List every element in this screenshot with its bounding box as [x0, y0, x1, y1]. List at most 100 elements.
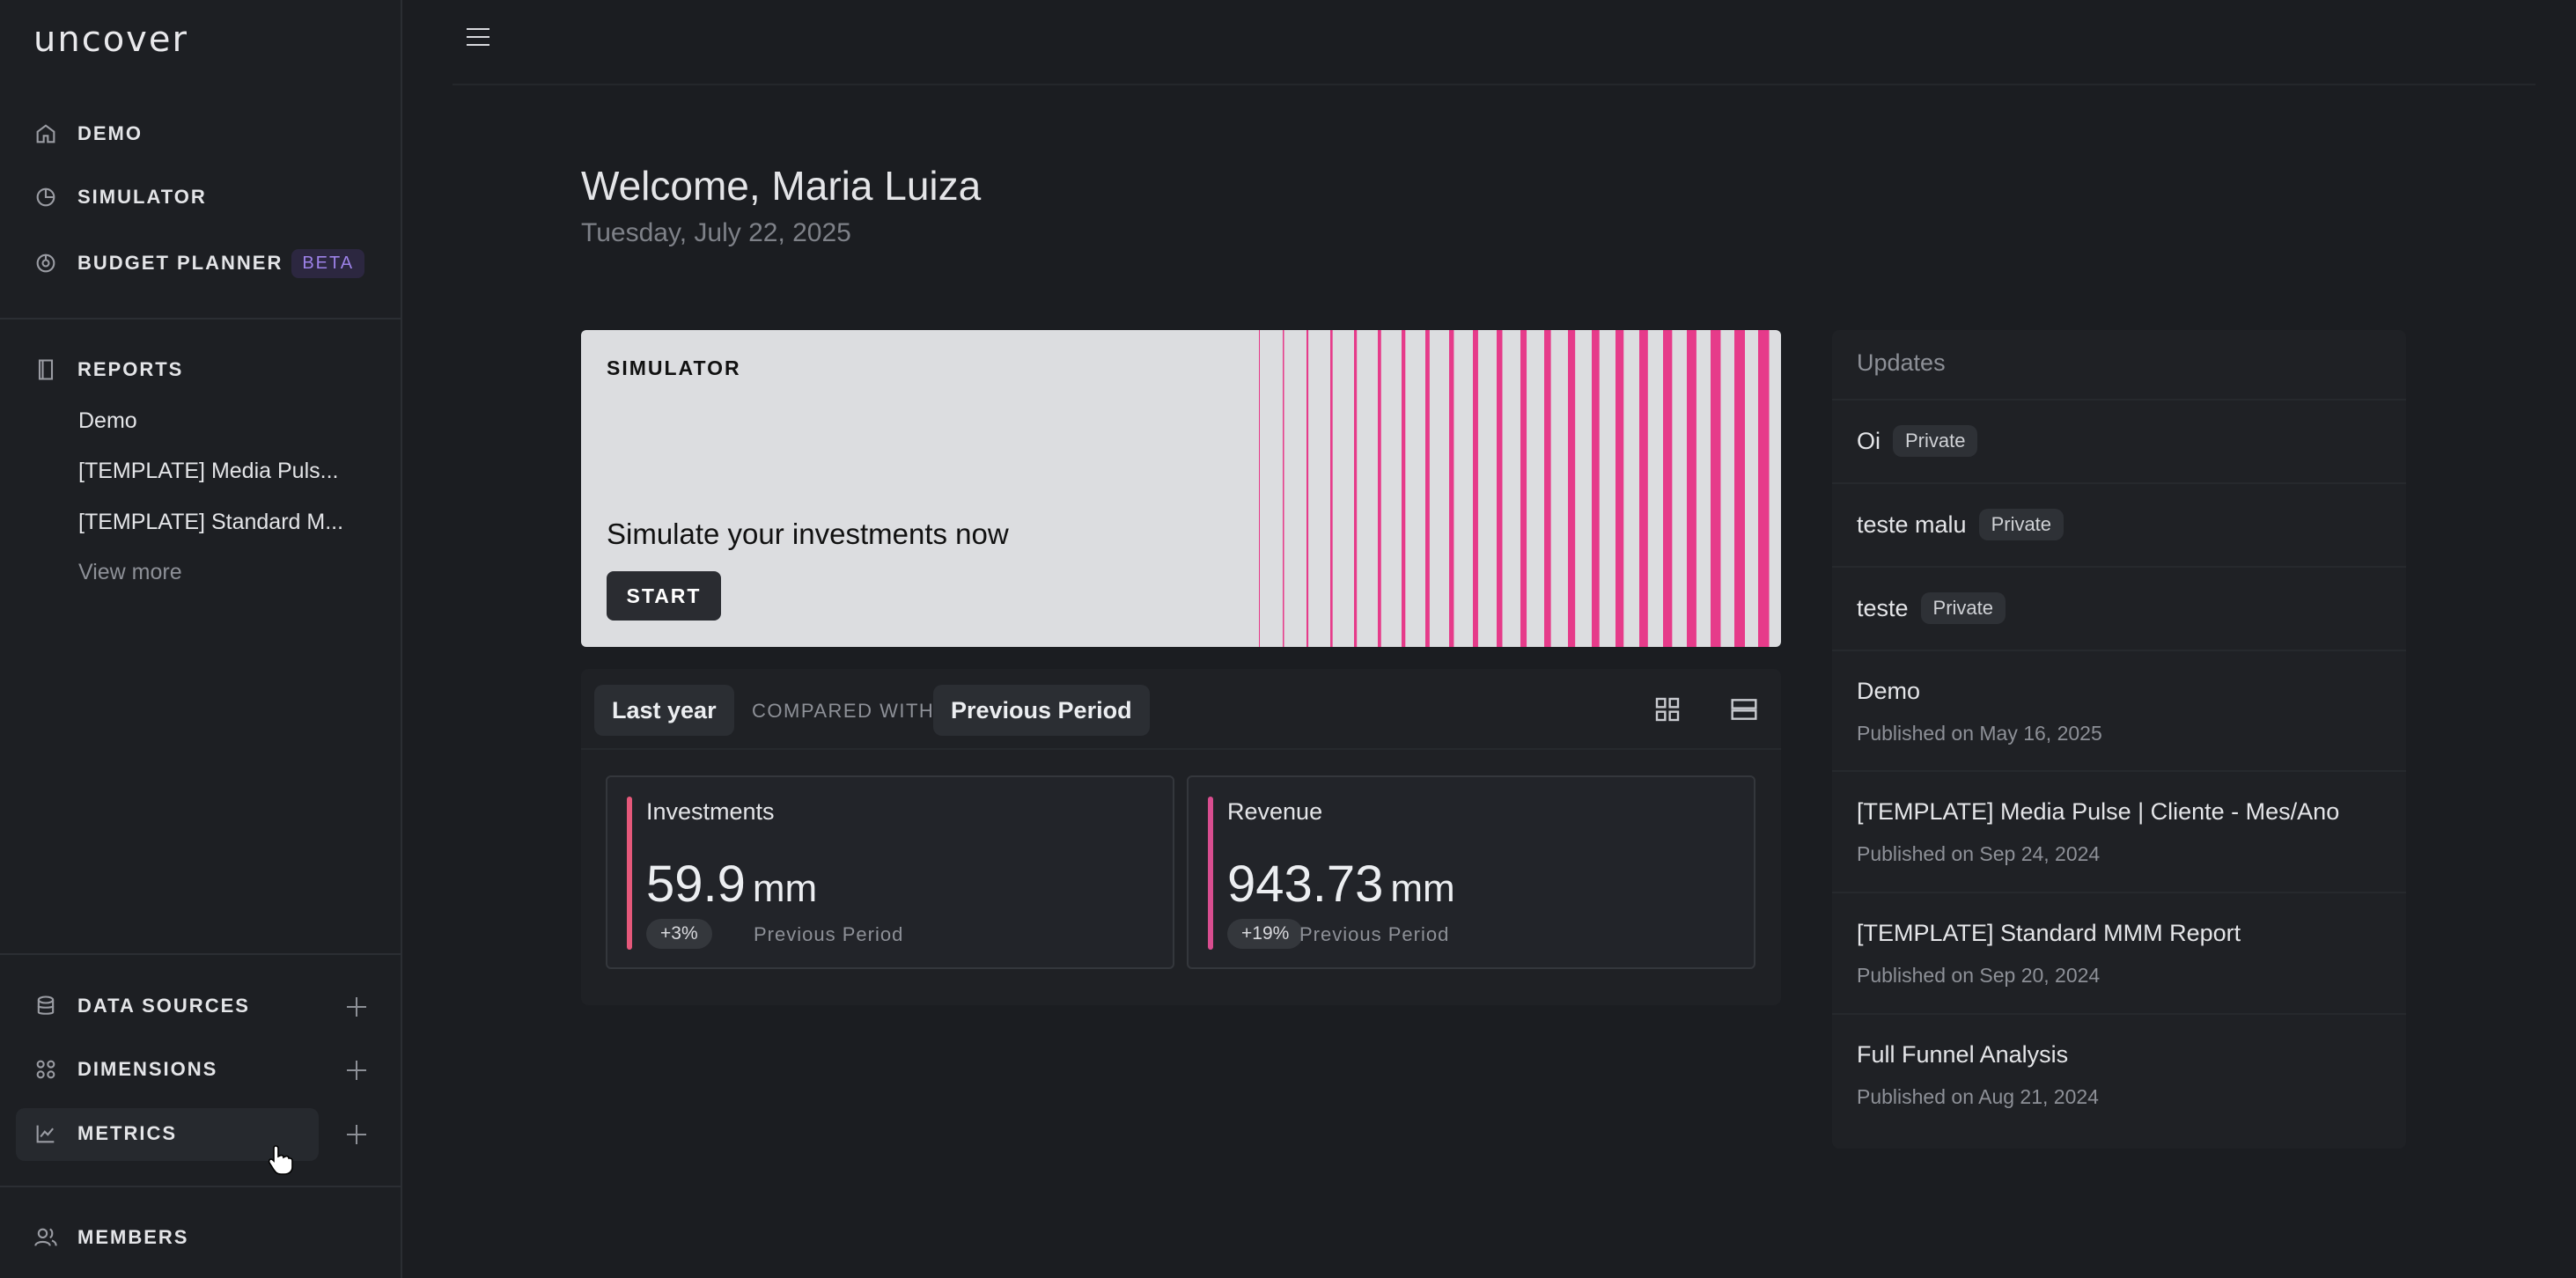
comparison-period-selector[interactable]: Previous Period [933, 685, 1150, 736]
revenue-color-bar [1208, 797, 1213, 950]
stripe [1283, 330, 1284, 647]
stripe [1425, 330, 1430, 647]
report-link-standard[interactable]: [TEMPLATE] Standard M... [78, 510, 344, 534]
stripe [1734, 330, 1745, 647]
nav-dimensions[interactable]: DIMENSIONS [33, 1048, 217, 1091]
pie-chart-icon [36, 187, 55, 207]
nav-demo[interactable]: DEMO [33, 113, 143, 155]
investments-card[interactable]: Investments 59.9 mm +3% Previous Period [606, 775, 1174, 969]
report-link-demo[interactable]: Demo [78, 408, 137, 433]
current-date: Tuesday, July 22, 2025 [581, 218, 851, 247]
revenue-card[interactable]: Revenue 943.73 mm +19% Previous Period [1187, 775, 1755, 969]
view-more-link[interactable]: View more [78, 560, 182, 584]
sidebar-divider [0, 1186, 402, 1187]
hand-cursor-icon [268, 1145, 293, 1175]
nav-demo-label: DEMO [77, 122, 143, 144]
database-icon [37, 995, 55, 1015]
nav-budget-planner[interactable]: BUDGET PLANNER BETA [33, 242, 365, 284]
menu-toggle-icon[interactable] [467, 28, 489, 48]
metric-value: 943.73 mm [1227, 855, 1455, 914]
nav-members-label: MEMBERS [77, 1226, 189, 1248]
stripe [1544, 330, 1551, 647]
private-badge: Private [1893, 425, 1978, 457]
add-dimension-icon[interactable] [345, 1059, 368, 1082]
investments-color-bar [627, 797, 632, 950]
stripe [1449, 330, 1454, 647]
update-published-date: Published on Sep 20, 2024 [1857, 964, 2101, 987]
book-icon [38, 359, 54, 380]
nav-data-sources-label: DATA SOURCES [77, 995, 250, 1017]
private-badge: Private [1978, 509, 2064, 540]
grid-view-icon[interactable] [1653, 695, 1682, 723]
simulator-card-title: SIMULATOR [607, 356, 741, 379]
update-item[interactable]: Full Funnel Analysis Published on Aug 21… [1832, 1013, 2406, 1135]
nav-data-sources[interactable]: DATA SOURCES [33, 985, 250, 1027]
decorative-stripes [1259, 330, 1770, 647]
stripe [1616, 330, 1624, 647]
update-item[interactable]: teste malu Private [1832, 482, 2406, 566]
uncover-logo[interactable]: uncover [33, 19, 188, 60]
stripe [1354, 330, 1358, 647]
delta-label: Previous Period [1299, 923, 1450, 945]
start-simulator-button[interactable]: START [607, 571, 721, 621]
welcome-heading: Welcome, Maria Luiza [581, 163, 982, 209]
home-icon [36, 124, 55, 143]
nav-members[interactable]: MEMBERS [33, 1216, 188, 1259]
comparison-toolbar: Last year COMPARED WITH Previous Period [581, 669, 1781, 750]
stripe [1687, 330, 1696, 647]
stripe [1758, 330, 1770, 647]
update-title-text: teste malu [1857, 510, 1967, 538]
reports-label: REPORTS [77, 358, 184, 380]
update-title-text: teste [1857, 594, 1909, 621]
beta-badge: BETA [291, 248, 365, 278]
delta-badge: +19% [1227, 919, 1304, 949]
topbar-divider [453, 84, 2536, 85]
stripe [1663, 330, 1673, 647]
update-item[interactable]: Demo Published on May 16, 2025 [1832, 650, 2406, 770]
update-title: Full Funnel Analysis [1857, 1041, 2069, 1068]
add-data-source-icon[interactable] [345, 995, 368, 1018]
update-title: Demo [1857, 678, 1921, 704]
stripe [1497, 330, 1503, 647]
nav-simulator[interactable]: SIMULATOR [33, 176, 207, 218]
metric-unit: mm [752, 867, 818, 910]
budget-icon [36, 253, 55, 273]
sidebar-divider [0, 953, 402, 955]
period-selector[interactable]: Last year [594, 685, 734, 736]
list-view-icon[interactable] [1730, 695, 1758, 723]
update-item[interactable]: [TEMPLATE] Media Pulse | Cliente - Mes/A… [1832, 770, 2406, 892]
update-title: [TEMPLATE] Standard MMM Report [1857, 920, 2241, 946]
dimensions-icon [36, 1060, 55, 1079]
updates-panel: Updates Oi Private teste malu Private test… [1832, 330, 2406, 1149]
nav-metrics-label: METRICS [77, 1122, 177, 1144]
compared-with-label: COMPARED WITH [752, 700, 935, 722]
stripe [1473, 330, 1478, 647]
metric-unit: mm [1390, 867, 1455, 910]
stripe [1592, 330, 1600, 647]
report-link-media-pulse[interactable]: [TEMPLATE] Media Puls... [78, 459, 339, 483]
private-badge: Private [1920, 592, 2006, 624]
update-item[interactable]: Oi Private [1832, 399, 2406, 482]
update-published-date: Published on Sep 24, 2024 [1857, 842, 2101, 865]
stripe [1568, 330, 1576, 647]
users-icon [34, 1228, 57, 1246]
nav-metrics[interactable]: METRICS [33, 1113, 177, 1155]
stripe [1259, 330, 1260, 647]
update-title: teste Private [1857, 592, 2006, 624]
metric-name: Revenue [1227, 798, 1323, 825]
delta-label: Previous Period [754, 923, 904, 945]
reports-header[interactable]: REPORTS [33, 349, 183, 391]
update-published-date: Published on May 16, 2025 [1857, 722, 2102, 745]
update-published-date: Published on Aug 21, 2024 [1857, 1085, 2099, 1108]
stripe [1520, 330, 1527, 647]
add-metric-icon[interactable] [345, 1123, 368, 1146]
stripe [1639, 330, 1648, 647]
nav-dimensions-label: DIMENSIONS [77, 1058, 218, 1080]
update-title: Oi Private [1857, 425, 1978, 457]
stripe [1330, 330, 1333, 647]
update-item[interactable]: teste Private [1832, 566, 2406, 650]
updates-title: Updates [1857, 349, 1946, 376]
stripe [1306, 330, 1309, 647]
update-title: teste malu Private [1857, 509, 2064, 540]
update-item[interactable]: [TEMPLATE] Standard MMM Report Published… [1832, 892, 2406, 1013]
